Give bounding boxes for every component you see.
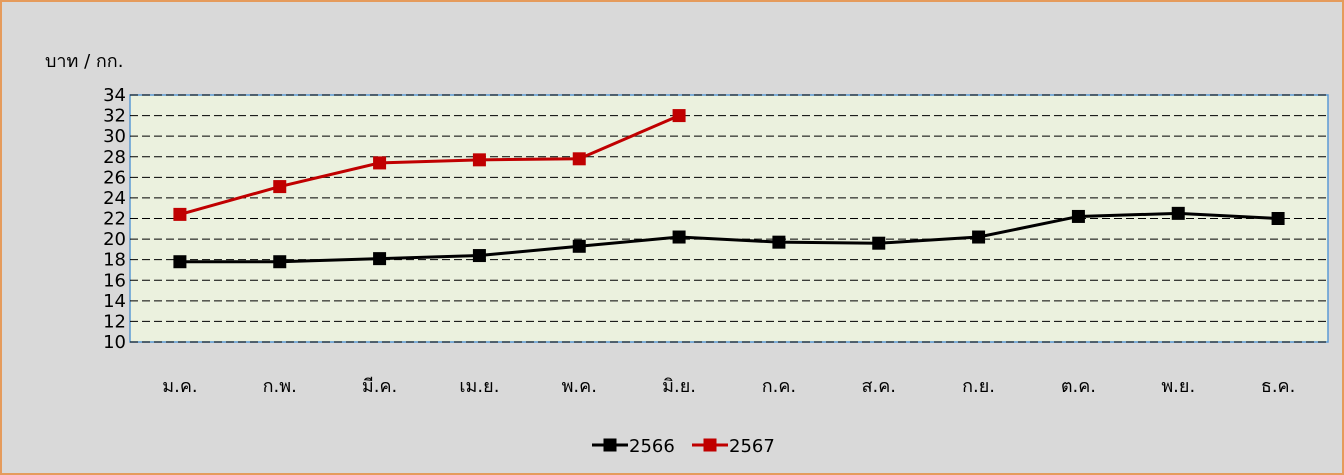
x-tick-label: ม.ค.	[162, 376, 197, 397]
y-tick-label: 22	[103, 209, 126, 230]
x-tick-label: ก.ย.	[962, 376, 995, 397]
legend-marker	[603, 438, 617, 452]
y-axis-label: บาท / กก.	[45, 51, 123, 72]
y-tick-label: 26	[103, 167, 126, 188]
x-tick-label: ก.ค.	[762, 376, 796, 397]
x-tick-label: ต.ค.	[1061, 376, 1096, 397]
y-tick-label: 24	[103, 188, 126, 209]
data-point	[1071, 209, 1085, 223]
legend-marker	[703, 438, 717, 452]
data-point	[972, 230, 986, 244]
legend-label: 2566	[629, 436, 675, 457]
data-point	[672, 230, 686, 244]
y-tick-label: 14	[103, 291, 126, 312]
data-point	[273, 255, 287, 269]
y-tick-label: 34	[103, 85, 126, 106]
data-point	[672, 109, 686, 123]
data-point	[772, 235, 786, 249]
x-tick-label: ธ.ค.	[1261, 376, 1295, 397]
data-point	[373, 252, 387, 266]
y-tick-label: 32	[103, 106, 126, 127]
data-point	[472, 249, 486, 263]
series-line	[179, 211, 1279, 264]
y-tick-label: 28	[103, 147, 126, 168]
data-point	[1171, 206, 1185, 220]
x-tick-label: ก.พ.	[263, 376, 297, 397]
series-line	[179, 114, 680, 216]
data-point	[273, 180, 287, 194]
y-tick-label: 16	[103, 270, 126, 291]
data-point	[373, 156, 387, 170]
data-point	[173, 255, 187, 269]
data-point	[472, 153, 486, 167]
y-tick-label: 12	[103, 311, 126, 332]
x-tick-label: พ.ย.	[1161, 376, 1195, 397]
y-tick-label: 20	[103, 229, 126, 250]
data-point	[173, 207, 187, 221]
x-tick-label: เม.ย.	[459, 376, 499, 397]
data-point	[572, 152, 586, 166]
x-tick-label: มิ.ย.	[662, 376, 696, 397]
y-tick-label: 18	[103, 250, 126, 271]
data-point	[872, 236, 886, 250]
legend-label: 2567	[729, 436, 775, 457]
x-tick-label: ส.ค.	[862, 376, 896, 397]
y-tick-label: 10	[103, 332, 126, 353]
data-point	[1271, 212, 1285, 225]
data-point	[572, 239, 586, 253]
x-tick-label: พ.ค.	[562, 376, 597, 397]
x-tick-label: มี.ค.	[362, 376, 397, 397]
plot-area	[129, 94, 1329, 343]
y-tick-label: 30	[103, 126, 126, 147]
